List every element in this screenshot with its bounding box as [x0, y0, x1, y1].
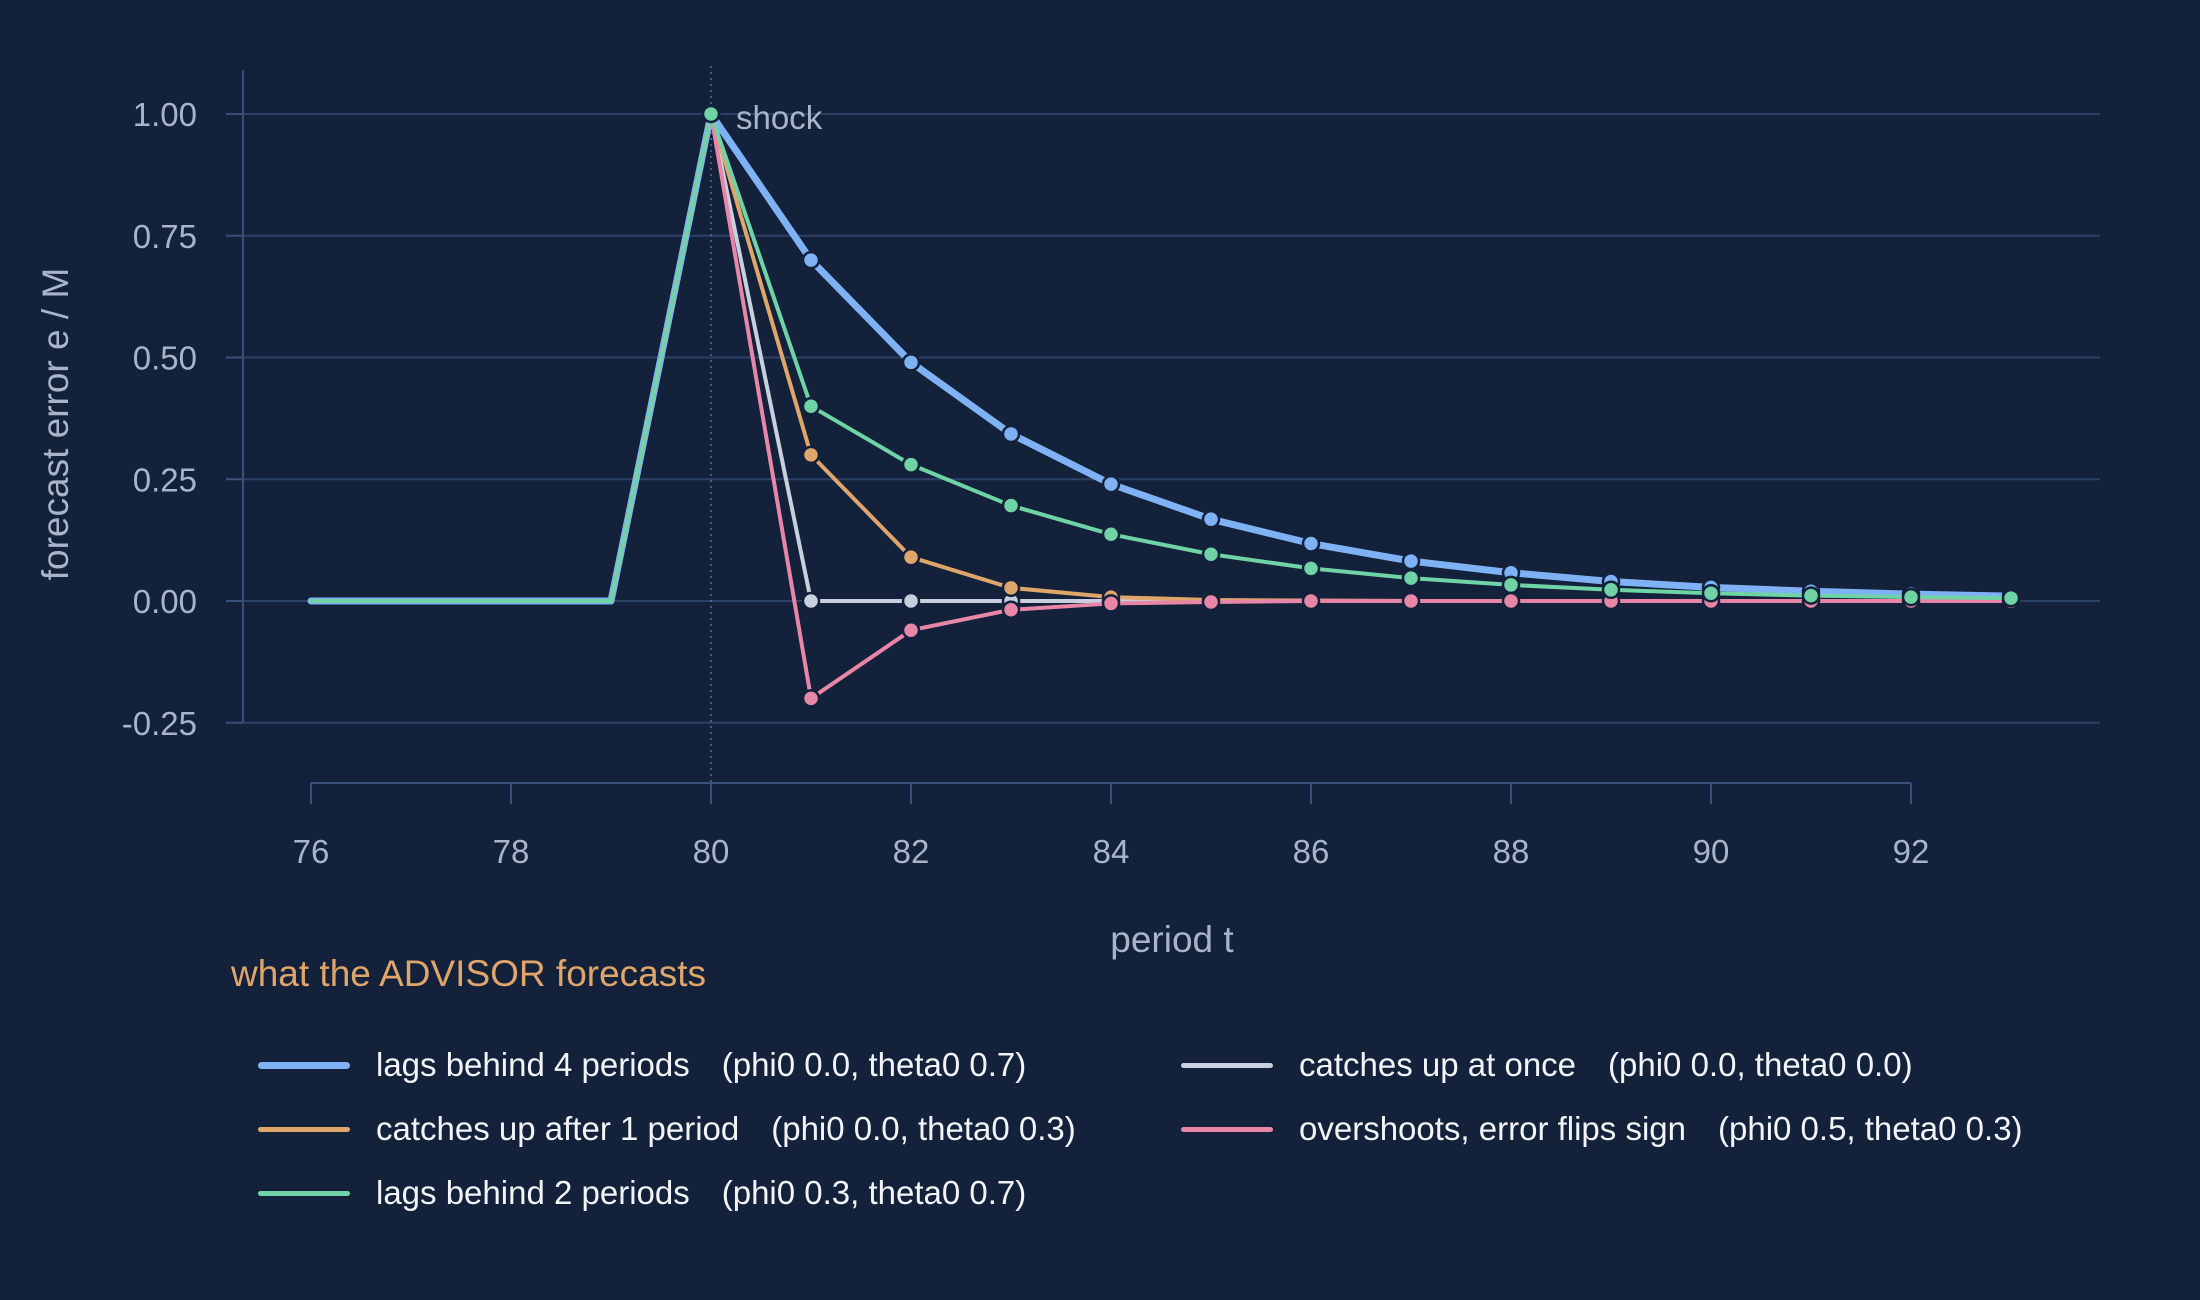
data-point: [1201, 592, 1221, 612]
legend-label: lags behind 4 periods: [376, 1046, 690, 1083]
data-point: [701, 104, 721, 124]
legend-swatch: [258, 1126, 350, 1132]
legend-params: (phi0 0.0, theta0 0.3): [771, 1110, 1076, 1147]
data-point: [1101, 474, 1121, 494]
shock-annotation: shock: [736, 99, 823, 136]
data-point: [1201, 544, 1221, 564]
data-point: [1201, 509, 1221, 529]
y-tick-label: 0.75: [133, 218, 197, 255]
data-point: [1101, 594, 1121, 613]
data-point: [1601, 580, 1621, 600]
data-point: [1401, 591, 1421, 611]
series-line: [309, 112, 2013, 603]
series-0: [307, 104, 2021, 606]
y-tick-label: 0.00: [133, 583, 197, 620]
data-point: [901, 455, 921, 474]
legend-params: (phi0 0.5, theta0 0.3): [1718, 1110, 2023, 1147]
legend-swatch: [1181, 1062, 1273, 1068]
data-point: [901, 547, 921, 567]
legend-item: catches up at once (phi0 0.0, theta0 0.0): [1181, 1040, 1913, 1090]
legend-item: overshoots, error flips sign (phi0 0.5, t…: [1181, 1104, 2023, 1154]
legend-params: (phi0 0.3, theta0 0.7): [721, 1174, 1027, 1211]
legend-params: (phi0 0.0, theta0 0.0): [1608, 1046, 1913, 1083]
legend-label: catches up at once: [1299, 1046, 1577, 1083]
legend-title: what the ADVISOR forecasts: [231, 953, 707, 994]
data-point: [1401, 568, 1421, 588]
data-point: [801, 591, 821, 611]
data-point: [1801, 586, 1821, 605]
series-layer: [307, 104, 2021, 708]
legend-swatch: [258, 1061, 350, 1069]
data-point: [1701, 583, 1721, 603]
y-tick-label: 0.50: [133, 340, 197, 377]
data-point: [901, 353, 921, 372]
data-point: [901, 591, 921, 611]
legend-item: lags behind 2 periods (phi0 0.3, theta0 0…: [258, 1168, 1026, 1218]
legend-params: (phi0 0.0, theta0 0.7): [721, 1046, 1027, 1083]
data-point: [801, 689, 821, 708]
data-point: [1401, 551, 1421, 571]
x-tick-label: 84: [1093, 833, 1130, 870]
y-tick-label: -0.25: [122, 705, 197, 742]
data-point: [801, 445, 821, 465]
x-tick-label: 78: [493, 833, 530, 870]
data-point: [2001, 588, 2021, 608]
legend-item: lags behind 4 periods (phi0 0.0, theta0 0…: [258, 1040, 1026, 1090]
legend-item: catches up after 1 period (phi0 0.0, thet…: [258, 1104, 1076, 1154]
data-point: [1001, 424, 1021, 444]
data-point: [801, 250, 821, 270]
x-tick-label: 92: [1893, 833, 1930, 870]
y-tick-label: 1.00: [133, 96, 197, 133]
x-tick-label: 76: [293, 833, 330, 870]
data-point: [1301, 534, 1321, 553]
x-axis-label: period t: [1110, 919, 1234, 960]
grid-lines: [243, 66, 2100, 783]
y-axis-label: forecast error e / M: [35, 268, 76, 581]
data-point: [1001, 496, 1021, 515]
data-point: [1501, 575, 1521, 595]
legend-swatch: [1181, 1126, 1273, 1132]
axes: 1.00 0.75 0.50 0.25 0.00 -0.25 76 78 80 82 84 86 88 9…: [122, 70, 1930, 870]
data-point: [1901, 587, 1921, 607]
x-tick-label: 88: [1493, 833, 1530, 870]
y-tick-label: 0.25: [133, 461, 197, 498]
legend-label: overshoots, error flips sign: [1299, 1110, 1686, 1147]
data-point: [1101, 525, 1121, 544]
x-tick-label: 86: [1293, 833, 1330, 870]
legend-label: lags behind 2 periods: [376, 1174, 690, 1211]
series-line: [309, 112, 2013, 701]
x-tick-label: 80: [693, 833, 730, 870]
series-4: [309, 104, 2021, 608]
data-point: [1501, 591, 1521, 611]
data-point: [901, 620, 921, 640]
data-point: [1301, 559, 1321, 578]
legend-label: catches up after 1 period: [376, 1110, 740, 1147]
legend-swatch: [258, 1190, 350, 1196]
x-tick-label: 82: [893, 833, 930, 870]
data-point: [801, 396, 821, 416]
series-3: [309, 104, 2021, 708]
x-tick-label: 90: [1693, 833, 1730, 870]
data-point: [1001, 600, 1021, 620]
data-point: [1301, 591, 1321, 611]
data-point: [1001, 578, 1021, 598]
